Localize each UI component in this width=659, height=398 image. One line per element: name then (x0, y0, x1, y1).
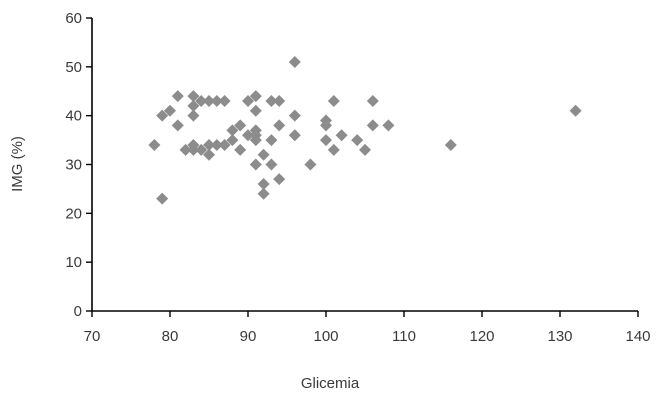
data-point (164, 104, 176, 117)
data-point (218, 138, 231, 151)
data-point (366, 119, 379, 132)
x-tick-label: 90 (240, 328, 257, 345)
data-point (187, 99, 200, 112)
data-point (327, 95, 340, 108)
x-ticks: 70 80 90 100 110 120 130 140 (84, 311, 651, 345)
data-point (288, 109, 301, 122)
y-ticks: 0 10 20 30 40 50 60 (65, 10, 92, 320)
data-point (366, 95, 379, 108)
data-point (249, 158, 262, 171)
data-point (187, 90, 200, 103)
data-point (226, 124, 239, 137)
data-point (265, 134, 278, 147)
y-tick-label: 40 (65, 108, 82, 125)
data-point (359, 143, 371, 156)
data-point (210, 138, 223, 151)
data-point (195, 95, 208, 108)
data-point (320, 134, 332, 147)
data-point (171, 119, 184, 132)
x-tick-label: 140 (625, 328, 650, 345)
y-tick-label: 0 (74, 303, 82, 320)
data-point (382, 119, 395, 132)
data-point (351, 134, 364, 147)
data-point (156, 192, 169, 205)
data-point (242, 95, 254, 108)
data-point (210, 95, 223, 108)
data-point (195, 143, 208, 156)
x-tick-label: 80 (162, 328, 179, 345)
data-point (249, 90, 262, 103)
data-point (242, 129, 254, 142)
data-point (444, 138, 457, 151)
data-point (234, 119, 247, 132)
data-point (335, 129, 348, 142)
data-point (218, 95, 231, 108)
x-tick-label: 130 (547, 328, 572, 345)
x-tick-label: 120 (469, 328, 494, 345)
x-tick-label: 110 (392, 328, 416, 345)
data-point (179, 143, 192, 156)
y-tick-label: 60 (65, 10, 82, 27)
y-tick-label: 20 (65, 205, 82, 222)
data-point (273, 173, 286, 186)
y-tick-label: 50 (65, 59, 82, 76)
data-point (273, 95, 286, 108)
data-point (156, 109, 169, 122)
x-tick-label: 70 (84, 328, 101, 345)
data-point (265, 158, 278, 171)
data-point (148, 138, 161, 151)
data-point (327, 143, 340, 156)
y-tick-label: 10 (65, 254, 82, 271)
data-point (265, 95, 278, 108)
data-point (203, 148, 215, 161)
data-point (249, 104, 262, 117)
data-points (148, 55, 582, 205)
y-axis-title: IMG (%) (9, 136, 26, 192)
y-tick-label: 30 (65, 157, 82, 174)
data-point (187, 138, 200, 151)
data-point (226, 134, 239, 147)
data-point (288, 129, 301, 142)
data-point (273, 119, 286, 132)
x-axis-title: Glicemia (301, 375, 360, 392)
data-point (304, 158, 317, 171)
data-point (257, 187, 270, 200)
data-point (203, 95, 215, 108)
data-point (249, 124, 262, 137)
data-point (203, 138, 215, 151)
data-point (320, 119, 332, 132)
data-point (257, 178, 270, 191)
data-point (257, 148, 270, 161)
data-point (187, 109, 200, 122)
data-point (288, 55, 301, 68)
data-point (234, 143, 247, 156)
data-point (171, 90, 184, 103)
data-point (569, 104, 582, 117)
x-tick-label: 100 (313, 328, 338, 345)
